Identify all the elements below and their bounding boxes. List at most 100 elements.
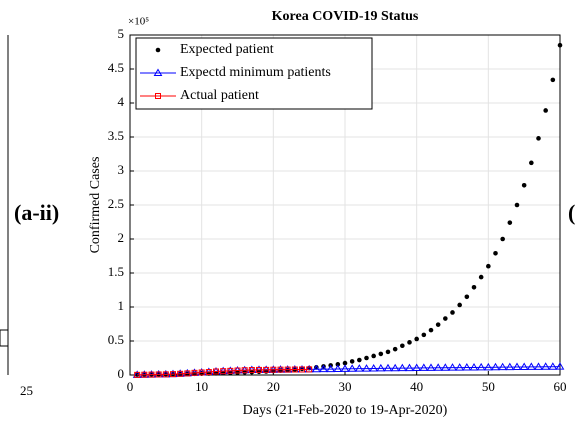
triangle-marker: [419, 363, 429, 371]
square-marker: [198, 369, 205, 376]
triangle-marker: [333, 364, 343, 372]
triangle-marker: [534, 362, 543, 370]
dot-marker: [220, 370, 226, 376]
dot-marker: [507, 220, 513, 225]
dot-marker: [213, 371, 219, 376]
square-marker: [184, 370, 191, 377]
triangle-marker: [476, 362, 486, 371]
x-tick-label: 30: [339, 379, 352, 394]
triangle-marker: [319, 364, 328, 373]
x-tick-label: 40: [410, 379, 423, 394]
triangle-marker: [526, 362, 536, 370]
dot-marker: [443, 316, 448, 321]
square-marker: [284, 366, 291, 373]
square-marker: [270, 366, 277, 373]
dot-marker: [536, 136, 541, 141]
y-tick-label: 1.5: [108, 264, 124, 279]
dot-marker: [457, 302, 462, 308]
dot-marker: [364, 355, 369, 361]
square-marker: [277, 366, 284, 373]
dot-marker: [521, 182, 527, 188]
y-tick-label: 3: [118, 162, 125, 177]
dot-marker: [500, 236, 505, 242]
dot-marker: [435, 322, 441, 327]
x-tick-label: 0: [127, 379, 134, 394]
y-tick-label: 4.5: [108, 60, 124, 75]
dot-marker: [335, 362, 341, 367]
dot-marker: [414, 336, 419, 342]
dot-marker: [557, 42, 563, 48]
triangle-marker: [548, 362, 558, 370]
triangle-marker: [347, 364, 357, 372]
y-axis-label: Confirmed Cases: [88, 157, 103, 254]
square-marker: [155, 371, 162, 378]
dot-marker: [421, 332, 427, 338]
triangle-marker: [519, 362, 529, 370]
triangle-marker: [369, 363, 379, 372]
triangle-marker: [440, 363, 450, 371]
triangle-marker: [469, 362, 479, 371]
square-marker: [170, 371, 176, 378]
square-marker: [148, 371, 155, 378]
square-marker: [227, 367, 234, 374]
dot-marker: [478, 274, 484, 280]
triangle-marker: [340, 364, 350, 372]
dot-marker: [550, 77, 556, 83]
y-multiplier: ×10⁵: [128, 16, 149, 28]
dot-marker: [428, 327, 434, 333]
square-marker: [256, 366, 262, 373]
dot-marker: [349, 359, 355, 364]
legend-label: Expectd minimum patients: [180, 65, 331, 80]
triangle-marker: [326, 364, 336, 373]
square-marker: [263, 366, 270, 373]
dot-marker: [371, 353, 376, 359]
dot-marker: [385, 349, 391, 355]
square-marker: [177, 370, 184, 377]
triangle-marker: [448, 363, 457, 371]
dot-marker: [471, 284, 477, 290]
x-tick-label: 60: [554, 379, 567, 394]
dot-marker: [256, 369, 262, 375]
triangle-marker: [455, 363, 465, 371]
triangle-marker: [505, 362, 515, 371]
triangle-marker: [405, 363, 414, 372]
y-tick-label: 1: [118, 298, 125, 313]
dot-marker: [400, 343, 405, 349]
y-tick-label: 0: [118, 366, 125, 381]
dot-marker: [493, 250, 498, 256]
triangle-marker: [555, 362, 565, 370]
square-marker: [306, 366, 313, 373]
square-marker: [220, 368, 227, 375]
dot-marker: [486, 263, 491, 269]
square-marker: [141, 371, 148, 378]
triangle-marker: [498, 362, 508, 371]
triangle-marker: [311, 364, 321, 373]
dot-marker: [514, 202, 520, 208]
square-marker: [234, 367, 241, 374]
triangle-marker: [426, 363, 436, 371]
dot-marker: [464, 294, 470, 300]
dot-marker: [529, 160, 534, 166]
triangle-marker: [412, 363, 422, 371]
series-line: [137, 368, 310, 376]
fragment-tick: 25: [20, 383, 33, 398]
square-marker: [213, 368, 219, 375]
dot-marker: [407, 340, 412, 345]
dot-marker: [342, 360, 348, 366]
legend-marker: [155, 93, 161, 99]
dot-marker: [450, 310, 455, 315]
square-marker: [248, 367, 255, 374]
fragment-label: (: [568, 200, 575, 225]
x-tick-label: 50: [482, 379, 495, 394]
dot-marker: [392, 346, 398, 352]
triangle-marker: [433, 363, 443, 371]
legend-label: Actual patient: [180, 88, 259, 103]
square-marker: [191, 369, 198, 376]
dot-marker: [378, 351, 384, 357]
x-tick-label: 10: [195, 379, 208, 394]
y-tick-label: 0.5: [108, 332, 124, 347]
y-tick-label: 5: [118, 26, 125, 41]
square-marker: [291, 366, 298, 373]
y-tick-label: 3.5: [108, 128, 124, 143]
square-marker: [162, 371, 169, 378]
